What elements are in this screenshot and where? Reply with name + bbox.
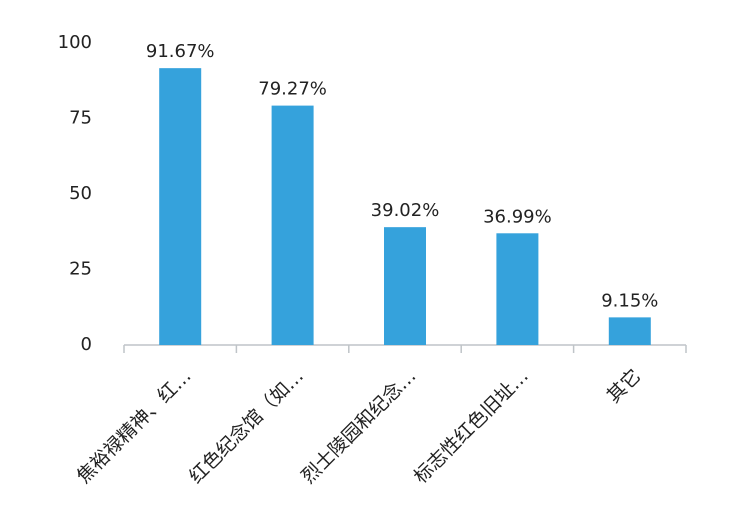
bar [159, 68, 202, 345]
bar [496, 233, 539, 345]
bar [384, 227, 426, 345]
x-tick-label: 焦裕禄精神、红… [73, 365, 196, 488]
value-label: 91.67% [146, 41, 215, 62]
y-tick-label: 75 [69, 108, 92, 129]
value-label: 9.15% [601, 290, 658, 311]
x-tick-label: 烈士陵园和纪念… [297, 364, 421, 488]
x-tick-label: 红色纪念馆（如… [184, 364, 308, 488]
value-label: 79.27% [258, 79, 327, 100]
bar [608, 317, 651, 345]
bar [271, 105, 314, 345]
y-tick-label: 50 [69, 183, 92, 204]
value-label: 36.99% [483, 206, 552, 227]
value-label: 39.02% [371, 200, 440, 221]
x-tick-label: 其它 [603, 365, 645, 407]
x-tick-label: 标志性红色旧址… [410, 365, 533, 488]
y-tick-label: 100 [58, 32, 92, 53]
y-tick-label: 0 [81, 334, 92, 355]
y-tick-label: 25 [69, 259, 92, 280]
